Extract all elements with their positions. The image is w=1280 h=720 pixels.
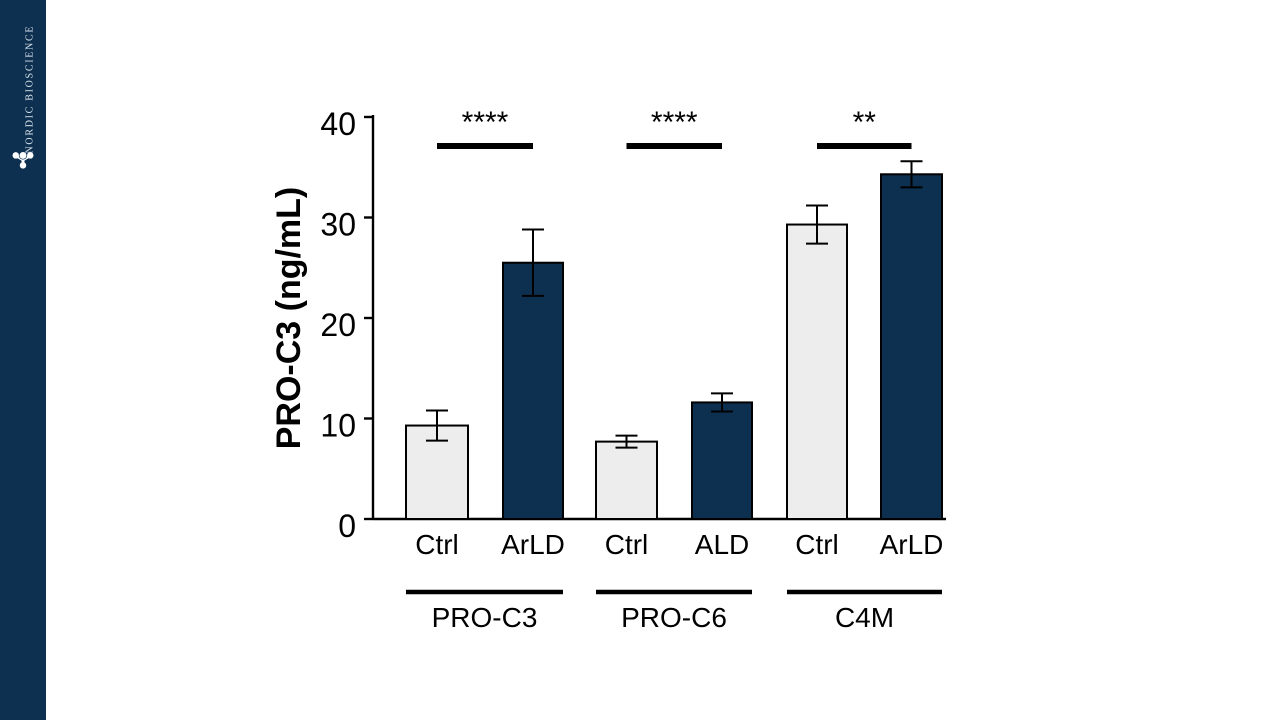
svg-text:C4M: C4M xyxy=(835,602,894,633)
svg-text:PRO-C3: PRO-C3 xyxy=(432,602,538,633)
svg-text:10: 10 xyxy=(320,408,356,444)
svg-text:PRO-C3 (ng/mL): PRO-C3 (ng/mL) xyxy=(270,187,308,450)
svg-text:Ctrl: Ctrl xyxy=(795,529,839,560)
svg-text:Ctrl: Ctrl xyxy=(415,529,459,560)
svg-text:20: 20 xyxy=(320,307,356,343)
svg-text:40: 40 xyxy=(320,106,356,142)
svg-text:PRO-C6: PRO-C6 xyxy=(621,602,727,633)
svg-text:****: **** xyxy=(651,106,698,139)
svg-text:30: 30 xyxy=(320,207,356,243)
svg-text:**: ** xyxy=(853,106,877,139)
svg-text:0: 0 xyxy=(338,508,356,544)
svg-text:ALD: ALD xyxy=(695,529,749,560)
svg-text:ArLD: ArLD xyxy=(880,529,944,560)
svg-text:ArLD: ArLD xyxy=(501,529,565,560)
svg-text:Ctrl: Ctrl xyxy=(605,529,649,560)
svg-text:****: **** xyxy=(462,106,509,139)
